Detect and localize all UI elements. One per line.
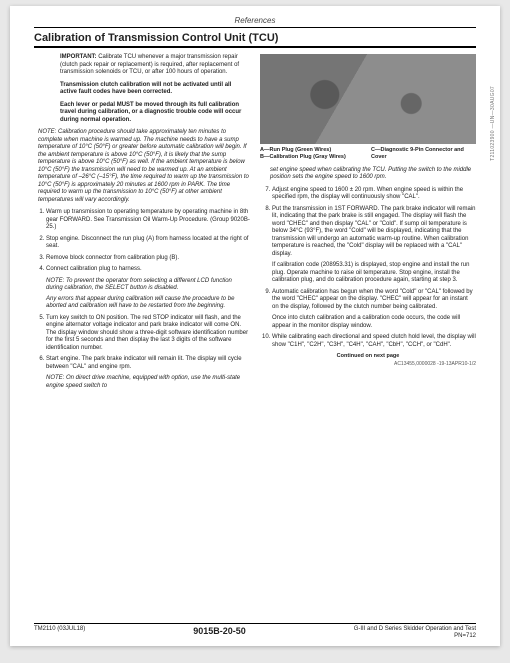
right-column: A—Run Plug (Green Wires) B—Calibration P… — [260, 54, 476, 394]
page-title: Calibration of Transmission Control Unit… — [34, 32, 476, 48]
step-5: Turn key switch to ON position. The red … — [46, 315, 250, 353]
important-label: IMPORTANT: — [60, 54, 98, 60]
step-1: Warm up transmission to operating temper… — [46, 209, 250, 232]
page: T211023900 —UN—30AUG07 References Calibr… — [10, 6, 500, 646]
para-clutch-cal: Transmission clutch calibration will not… — [34, 82, 250, 97]
step-8: Put the transmission in 1ST FORWARD. The… — [272, 206, 476, 285]
steps-list-left: Warm up transmission to operating temper… — [34, 209, 250, 390]
step-3: Remove block connector from calibration … — [46, 255, 250, 263]
figure-tcu-plugs — [260, 54, 476, 144]
step-7: Adjust engine speed to 1600 ± 20 rpm. Wh… — [272, 187, 476, 202]
note-engine-speed: set engine speed when calibrating the TC… — [260, 167, 476, 182]
para-lever: Each lever or pedal MUST be moved throug… — [34, 102, 250, 125]
caption-a-b: A—Run Plug (Green Wires) B—Calibration P… — [260, 147, 365, 161]
note-direct-drive: NOTE: On direct drive machine, equipped … — [34, 375, 250, 390]
caption-c: C—Diagnostic 9-Pin Connector and Cover — [371, 147, 476, 161]
footer-right: G-III and D Series Skidder Operation and… — [354, 626, 476, 640]
footer: TM2110 (03JUL18) 9015B-20-50 G-III and D… — [34, 623, 476, 640]
doc-code-tiny: AC13455,0000028 -19-13APR10-1/2 — [260, 361, 476, 367]
left-column: IMPORTANT: Calibrate TCU whenever a majo… — [34, 54, 250, 394]
step-2: Stop engine. Disconnect the run plug (A)… — [46, 236, 250, 251]
continued-label: Continued on next page — [260, 353, 476, 360]
note-errors: Any errors that appear during calibratio… — [46, 296, 250, 311]
footer-mid: 9015B-20-50 — [193, 626, 246, 636]
note-select-disabled: NOTE: To prevent the operator from selec… — [34, 278, 250, 311]
footer-left: TM2110 (03JUL18) — [34, 626, 85, 632]
steps-list-right: Adjust engine speed to 1600 ± 20 rpm. Wh… — [260, 187, 476, 350]
step-9: Automatic calibration has begun when the… — [272, 289, 476, 331]
figure-caption: A—Run Plug (Green Wires) B—Calibration P… — [260, 147, 476, 161]
step-8-sub: If calibration code (208953.31) is displ… — [272, 262, 476, 285]
step-4: Connect calibration plug to harness. — [46, 266, 250, 274]
important-block: IMPORTANT: Calibrate TCU whenever a majo… — [34, 54, 250, 77]
section-header: References — [34, 16, 476, 28]
content-columns: IMPORTANT: Calibrate TCU whenever a majo… — [34, 54, 476, 394]
step-6: Start engine. The park brake indicator w… — [46, 356, 250, 371]
step-9-sub: Once into clutch calibration and a calib… — [272, 315, 476, 330]
step-10: While calibrating each directional and s… — [272, 334, 476, 349]
side-code: T211023900 —UN—30AUG07 — [490, 86, 496, 161]
note-cal-time: NOTE: Calibration procedure should take … — [34, 129, 250, 204]
